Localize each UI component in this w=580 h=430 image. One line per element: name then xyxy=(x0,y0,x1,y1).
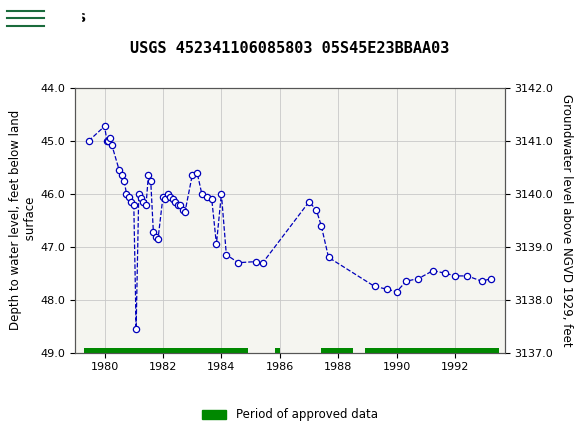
Text: USGS 452341106085803 05S45E23BBAA03: USGS 452341106085803 05S45E23BBAA03 xyxy=(130,41,450,56)
Text: USGS: USGS xyxy=(49,12,88,25)
Y-axis label: Depth to water level, feet below land
 surface: Depth to water level, feet below land su… xyxy=(9,110,37,331)
Y-axis label: Groundwater level above NGVD 1929, feet: Groundwater level above NGVD 1929, feet xyxy=(560,94,572,347)
Legend: Period of approved data: Period of approved data xyxy=(198,404,382,426)
Bar xyxy=(6,3,81,33)
Text: ≡USGS: ≡USGS xyxy=(12,11,66,25)
